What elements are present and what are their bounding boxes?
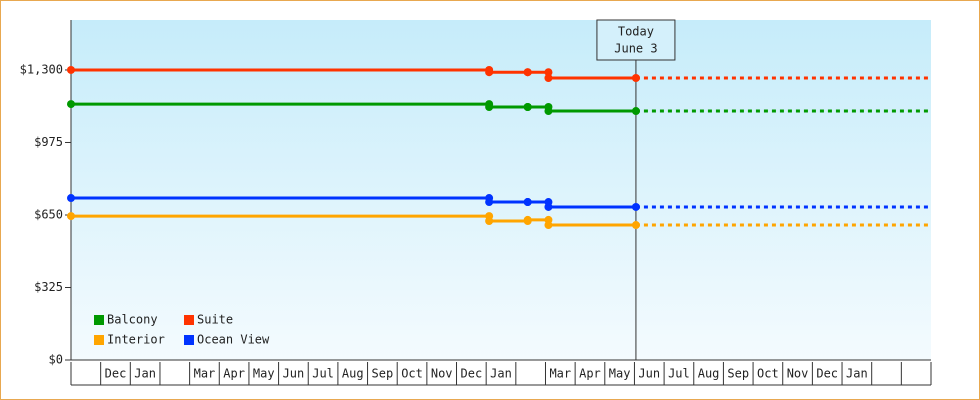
series-point bbox=[544, 107, 553, 116]
today-label: June 3 bbox=[614, 42, 657, 56]
x-tick-label: Apr bbox=[579, 367, 601, 381]
x-tick-label: Jul bbox=[312, 367, 334, 381]
x-tick-label: May bbox=[609, 367, 631, 381]
x-tick-label: Dec bbox=[816, 367, 838, 381]
x-tick-label: Mar bbox=[194, 367, 216, 381]
series-point bbox=[67, 65, 75, 74]
legend-label: Interior bbox=[107, 333, 165, 347]
today-label: Today bbox=[618, 25, 654, 39]
legend-swatch bbox=[184, 315, 194, 325]
plot-background bbox=[71, 20, 931, 360]
x-tick-label: Jan bbox=[490, 367, 512, 381]
series-point bbox=[544, 68, 553, 77]
series-point bbox=[544, 74, 553, 83]
x-tick-label: Jun bbox=[283, 367, 305, 381]
x-tick-label: Jan bbox=[134, 367, 156, 381]
legend-swatch bbox=[94, 315, 104, 325]
x-tick-label: Sep bbox=[727, 367, 749, 381]
series-point bbox=[544, 202, 553, 211]
x-tick-label: Oct bbox=[401, 367, 423, 381]
x-tick-label: Dec bbox=[105, 367, 127, 381]
legend-label: Balcony bbox=[107, 313, 158, 327]
x-tick-label: May bbox=[253, 367, 275, 381]
series-point bbox=[67, 194, 75, 203]
x-tick-label: Aug bbox=[342, 367, 364, 381]
series-point bbox=[67, 212, 75, 221]
x-tick-label: Sep bbox=[372, 367, 394, 381]
x-tick-label: Mar bbox=[549, 367, 571, 381]
x-tick-label: Apr bbox=[223, 367, 245, 381]
series-point bbox=[631, 221, 640, 230]
series-point bbox=[631, 107, 640, 116]
y-tick-label: $0 bbox=[49, 353, 63, 367]
legend-swatch bbox=[94, 335, 104, 345]
today-box bbox=[596, 19, 676, 61]
legend-swatch bbox=[184, 335, 194, 345]
y-tick-label: $650 bbox=[34, 207, 63, 221]
y-tick-label: $1,300 bbox=[20, 62, 63, 76]
series-point bbox=[523, 68, 532, 77]
x-tick-label: Oct bbox=[757, 367, 779, 381]
series-point bbox=[523, 103, 532, 112]
x-tick-label: Nov bbox=[787, 367, 809, 381]
series-point bbox=[485, 68, 494, 77]
series-point bbox=[523, 215, 532, 224]
x-tick-label: Dec bbox=[461, 367, 483, 381]
x-tick-label: Jan bbox=[846, 367, 868, 381]
series-point bbox=[631, 202, 640, 211]
x-tick-label: Jun bbox=[638, 367, 660, 381]
x-tick-label: Nov bbox=[431, 367, 453, 381]
series-point bbox=[485, 198, 494, 207]
legend-label: Suite bbox=[197, 313, 233, 327]
series-point bbox=[523, 198, 532, 207]
x-tick-label: Aug bbox=[698, 367, 720, 381]
series-point bbox=[485, 217, 494, 226]
y-tick-label: $325 bbox=[34, 280, 63, 294]
series-point bbox=[67, 100, 75, 109]
x-tick-label: Jul bbox=[668, 367, 690, 381]
series-point bbox=[544, 221, 553, 230]
legend-label: Ocean View bbox=[197, 333, 270, 347]
series-point bbox=[631, 74, 640, 83]
series-point bbox=[485, 103, 494, 112]
y-tick-label: $975 bbox=[34, 135, 63, 149]
